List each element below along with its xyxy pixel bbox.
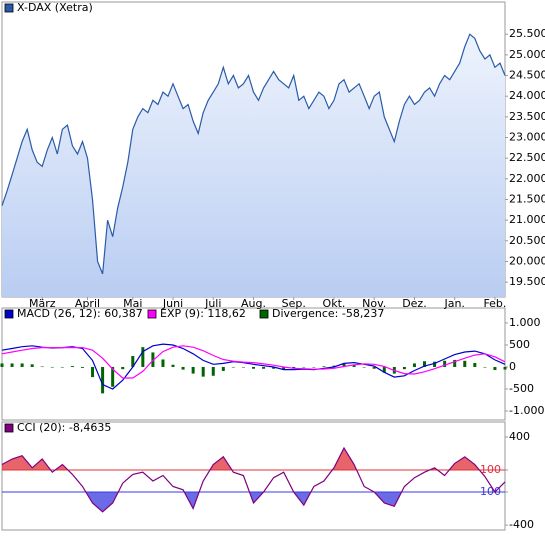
legend-label: CCI (20): -8,4635 [17, 421, 111, 434]
y-tick-label: 22.500 [509, 151, 545, 164]
divergence-bar [121, 366, 125, 370]
divergence-bar [433, 361, 437, 367]
divergence-bar [443, 360, 447, 367]
y-tick-label: 19.500 [509, 275, 545, 288]
divergence-bar [40, 366, 44, 368]
divergence-bar [473, 363, 477, 367]
divergence-bar [302, 366, 306, 368]
divergence-bar [372, 366, 376, 369]
divergence-bar [211, 366, 215, 376]
y-tick-label: 21.000 [509, 213, 545, 226]
divergence-bar [493, 366, 497, 371]
cci-frame [1, 421, 506, 531]
y-tick-label: 23.000 [509, 131, 545, 144]
divergence-bar [50, 366, 54, 368]
divergence-bar [322, 366, 326, 367]
divergence-bar [262, 366, 266, 369]
divergence-bar [463, 360, 467, 367]
x-tick-label: Feb. [483, 297, 506, 310]
divergence-bar [0, 363, 4, 367]
divergence-bar [483, 366, 487, 368]
divergence-bar [111, 366, 115, 387]
y-tick-label: 22.000 [509, 172, 545, 185]
y-tick-label: 23.500 [509, 110, 545, 123]
divergence-bar [352, 364, 356, 367]
overbought-fill [2, 448, 505, 470]
legend-label: EXP (9): 118,62 [160, 307, 246, 320]
y-tick-label: 0 [509, 360, 516, 373]
indicator-line [1, 345, 506, 379]
legend-swatch [147, 309, 157, 319]
x-tick-label: April [75, 297, 100, 310]
y-tick-label: -400 [509, 518, 534, 531]
divergence-bar [161, 359, 165, 367]
divergence-bar [402, 366, 406, 370]
x-tick-label: Sep. [282, 297, 306, 310]
divergence-bar [201, 366, 205, 377]
divergence-bar [382, 366, 386, 373]
legend-label: Divergence: -58,237 [272, 307, 384, 320]
divergence-bar [131, 355, 135, 367]
legend-swatch [4, 423, 14, 433]
divergence-bar [362, 366, 366, 368]
divergence-bar [231, 366, 235, 368]
divergence-bar [181, 366, 185, 370]
divergence-bar [141, 347, 145, 367]
price-area [2, 34, 505, 297]
x-tick-label: Dez. [402, 297, 427, 310]
divergence-bar [272, 366, 276, 369]
divergence-bar [282, 366, 286, 370]
legend-swatch [4, 309, 14, 319]
y-tick-label: 1.000 [509, 316, 541, 329]
x-tick-label: Nov. [362, 297, 386, 310]
x-tick-label: Okt. [323, 297, 346, 310]
divergence-bar [70, 366, 74, 367]
price-line [1, 33, 506, 275]
legend-label: X-DAX (Xetra) [17, 1, 93, 14]
divergence-bar [252, 366, 255, 369]
x-tick-label: Jan. [443, 297, 464, 310]
divergence-bar [503, 366, 507, 370]
y-tick-label: 25.500 [509, 27, 545, 40]
legend-swatch [259, 309, 269, 319]
divergence-bar [171, 364, 175, 367]
x-tick-label: Juni [162, 297, 183, 310]
divergence-bar [191, 366, 195, 374]
divergence-bar [30, 364, 34, 367]
x-tick-label: Juli [204, 297, 221, 310]
divergence-bar [453, 359, 457, 367]
divergence-bar [60, 366, 64, 368]
divergence-bar [292, 366, 296, 369]
divergence-bar [80, 366, 84, 368]
x-tick-label: Mai [123, 297, 142, 310]
divergence-bar [423, 361, 427, 367]
x-tick-label: Aug. [241, 297, 266, 310]
y-tick-label: 24.500 [509, 69, 545, 82]
divergence-bar [241, 366, 245, 368]
divergence-bar [221, 366, 225, 371]
divergence-bar [91, 366, 95, 378]
y-tick-label: 20.000 [509, 254, 545, 267]
y-tick-label: 400 [509, 430, 530, 443]
divergence-bar [20, 363, 24, 367]
divergence-bar [342, 363, 346, 367]
legend-swatch [4, 3, 14, 13]
y-tick-label: 500 [509, 338, 530, 351]
divergence-bar [10, 363, 14, 367]
divergence-bar [312, 366, 316, 368]
y-tick-label: -1.000 [509, 404, 544, 417]
legend-label: MACD (26, 12): 60,387 [17, 307, 143, 320]
y-tick-label: 20.500 [509, 234, 545, 247]
y-tick-label: 25.000 [509, 48, 545, 61]
x-tick-label: März [29, 297, 56, 310]
y-tick-label: 24.000 [509, 89, 545, 102]
y-tick-label: -500 [509, 382, 534, 395]
divergence-bar [101, 366, 105, 394]
indicator-line [1, 446, 506, 513]
indicator-line [1, 343, 506, 390]
y-tick-label: 21.500 [509, 192, 545, 205]
divergence-bar [332, 365, 336, 367]
divergence-bar [412, 363, 416, 367]
